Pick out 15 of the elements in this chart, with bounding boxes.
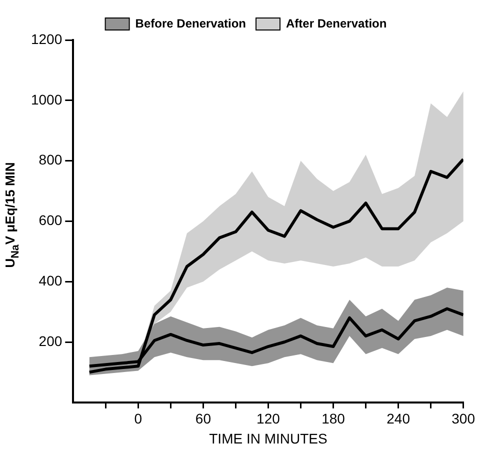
x-tick-label: 0: [134, 410, 142, 427]
x-tick-label: 180: [322, 410, 346, 427]
y-tick-label: 1200: [30, 30, 62, 47]
x-tick-label: 300: [452, 410, 476, 427]
x-tick-label: 60: [195, 410, 212, 427]
y-tick-label: 800: [38, 152, 62, 168]
y-tick-label: 1000: [30, 91, 62, 108]
x-axis-title: TIME IN MINUTES: [209, 430, 328, 446]
y-tick-label: 600: [38, 212, 62, 228]
legend-label: After Denervation: [286, 16, 387, 30]
y-tick-label: 200: [38, 332, 62, 349]
y-tick-label: 400: [38, 272, 62, 288]
x-tick-label: 120: [256, 410, 280, 427]
legend-label: Before Denervation: [135, 16, 246, 30]
x-tick-label: 240: [386, 410, 410, 427]
